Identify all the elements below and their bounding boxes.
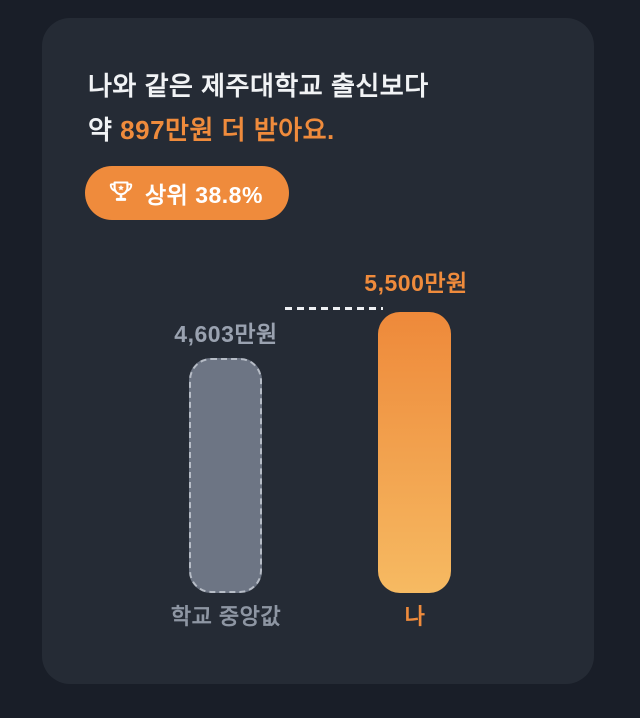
title-line-2-prefix: 약 <box>88 115 121 145</box>
title-line-2-highlight: 897만원 더 받아요. <box>120 115 335 145</box>
salary-comparison-card: 나와 같은 제주대학교 출신보다 약 897만원 더 받아요. 상위 38.8%… <box>42 18 594 684</box>
value-label-school-median: 4,603만원 <box>174 321 278 347</box>
salary-bar-chart: 5,500만원 4,603만원 학교 중앙값 나 <box>42 258 594 633</box>
category-label-me: 나 <box>404 604 426 629</box>
title-line-1-text: 나와 같은 제주대학교 출신보다 <box>88 71 429 101</box>
category-label-school-median: 학교 중앙값 <box>170 604 282 629</box>
reference-dashed-line <box>285 307 383 310</box>
bar-me <box>378 312 451 593</box>
page-title: 나와 같은 제주대학교 출신보다 약 897만원 더 받아요. <box>88 64 429 152</box>
trophy-icon <box>107 179 135 207</box>
title-line-2: 약 897만원 더 받아요. <box>88 108 429 152</box>
value-label-me: 5,500만원 <box>364 270 468 296</box>
rank-badge: 상위 38.8% <box>85 166 289 220</box>
bar-school-median <box>189 358 262 593</box>
rank-badge-label: 상위 38.8% <box>145 182 263 208</box>
title-line-1: 나와 같은 제주대학교 출신보다 <box>88 64 429 108</box>
